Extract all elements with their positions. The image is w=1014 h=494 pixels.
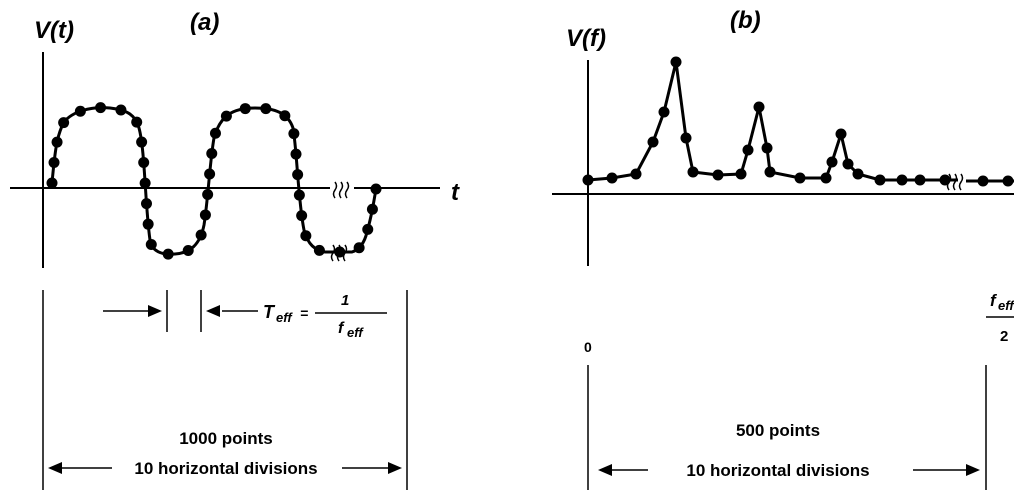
panel-a-divisions-label: 10 horizontal divisions (134, 459, 317, 478)
waveform-sample-point (115, 104, 127, 116)
waveform-sample-point (138, 157, 150, 169)
waveform-sample-point (206, 147, 218, 159)
spectrum-sample-point (914, 174, 926, 186)
panel-b-points-label: 500 points (736, 421, 820, 440)
waveform-sample-point (140, 198, 152, 210)
panel-a-period-arrowhead-left (148, 305, 162, 317)
waveform-sample-point (293, 189, 305, 201)
waveform-sample-point (74, 105, 86, 117)
panel-a-x-label: t (451, 179, 460, 206)
spectrum-sample-point (761, 142, 773, 154)
waveform-sample-point (162, 248, 174, 260)
panel-b-divisions-label: 10 horizontal divisions (686, 461, 869, 480)
panel-a-tag: (a) (190, 9, 219, 36)
waveform-sample-point (131, 116, 143, 128)
waveform-sample-point (290, 148, 302, 160)
spectrum-sample-point (835, 128, 847, 140)
spectrum-sample-point (630, 168, 642, 180)
panel-a-y-label: V(t) (34, 17, 74, 44)
waveform-sample-point (46, 177, 58, 189)
waveform-sample-point (288, 128, 300, 140)
waveform-sample-point (204, 168, 216, 180)
panel-b-y-label: V(f) (566, 25, 606, 52)
waveform-sample-point (366, 203, 378, 215)
period-denominator-symbol: f (338, 320, 345, 337)
waveform-sample-point (362, 223, 374, 235)
waveform-sample-point (48, 156, 60, 168)
waveform-sample-point (334, 246, 346, 258)
nyquist-subscript: eff (998, 298, 1014, 313)
spectrum-sample-point (582, 174, 594, 186)
panel-a: V(t) (a) t T eff = 1 f eff 1000 points 1… (10, 9, 460, 490)
waveform-sample-point (239, 103, 251, 115)
spectrum-sample-point (735, 168, 747, 180)
waveform-sample-point (139, 177, 151, 189)
period-equals: = (300, 305, 308, 321)
spectrum-sample-point (647, 136, 659, 148)
panel-b-divisions-arrowhead-left (598, 464, 612, 476)
spectrum-sample-point (742, 144, 754, 156)
spectrum-sample-point (852, 168, 864, 180)
waveform-sample-point (279, 110, 291, 122)
period-denominator-subscript: eff (347, 325, 364, 340)
spectrum-sample-point (939, 174, 951, 186)
spectrum-sample-point (874, 174, 886, 186)
panel-a-axis-break-mark (332, 181, 350, 199)
spectrum-sample-point (658, 106, 670, 118)
panel-b-spectrum (587, 61, 958, 182)
waveform-sample-point (292, 169, 304, 181)
spectrum-sample-point (977, 175, 989, 187)
spectrum-sample-point (896, 174, 908, 186)
waveform-sample-point (296, 210, 308, 222)
spectrum-sample-point (820, 172, 832, 184)
panel-b: V(f) (b) f eff 2 0 500 points 10 horizon… (552, 7, 1014, 490)
panel-b-divisions-arrowhead-right (966, 464, 980, 476)
spectrum-sample-point (606, 172, 618, 184)
waveform-sample-point (313, 244, 325, 256)
panel-a-points-label: 1000 points (179, 429, 273, 448)
waveform-sample-point (370, 183, 382, 195)
spectrum-sample-point (687, 166, 699, 178)
nyquist-denominator: 2 (1000, 328, 1008, 345)
spectrum-sample-point (826, 156, 838, 168)
period-numerator: 1 (341, 292, 349, 309)
nyquist-symbol: f (990, 291, 998, 310)
waveform-sample-point (182, 245, 194, 257)
waveform-sample-point (300, 230, 312, 242)
waveform-sample-point (95, 102, 107, 114)
period-symbol: T (263, 302, 276, 322)
waveform-sample-point (220, 110, 232, 122)
waveform-sample-point (209, 127, 221, 139)
panel-b-zero-label: 0 (584, 339, 592, 355)
panel-b-sample-points (582, 56, 1014, 187)
waveform-sample-point (260, 103, 272, 115)
panel-b-tag: (b) (730, 7, 761, 34)
panel-a-period-arrowhead-right (206, 305, 220, 317)
spectrum-sample-point (764, 166, 776, 178)
period-subscript: eff (276, 310, 293, 325)
panel-a-divisions-arrowhead-left (48, 462, 62, 474)
panel-a-divisions-arrowhead-right (388, 462, 402, 474)
spectrum-sample-point (753, 101, 765, 113)
spectrum-sample-point (680, 132, 692, 144)
waveform-sample-point (202, 188, 214, 200)
waveform-sample-point (136, 136, 148, 148)
spectrum-sample-point (842, 158, 854, 170)
waveform-sample-point (145, 238, 157, 250)
spectrum-sample-point (670, 56, 682, 68)
waveform-sample-point (58, 117, 70, 129)
waveform-sample-point (199, 209, 211, 221)
spectrum-sample-point (794, 172, 806, 184)
panel-a-sample-points (46, 102, 382, 260)
waveform-sample-point (195, 229, 207, 241)
waveform-sample-point (51, 136, 63, 148)
spectrum-sample-point (1002, 175, 1014, 187)
waveform-sample-point (142, 218, 154, 230)
spectrum-sample-point (712, 169, 724, 181)
waveform-sample-point (353, 242, 365, 254)
